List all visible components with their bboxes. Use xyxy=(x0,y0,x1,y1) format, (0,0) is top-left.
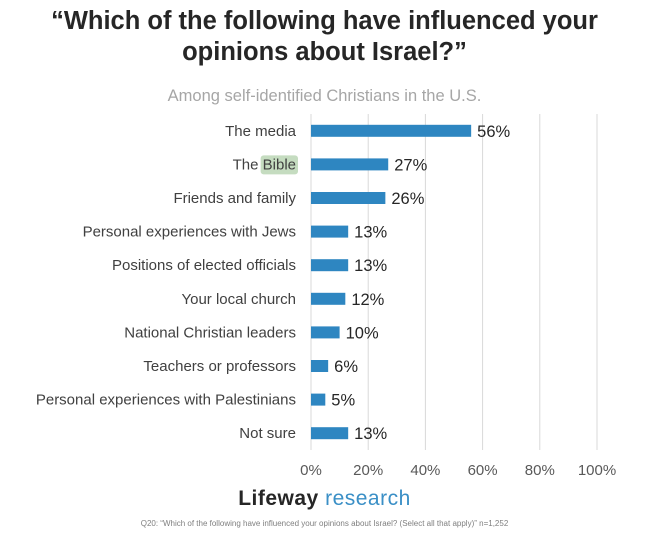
bar-value-label: 5% xyxy=(331,392,355,410)
bar xyxy=(311,192,386,204)
footnote: Q20: “Which of the following have influe… xyxy=(140,519,509,528)
bar xyxy=(311,259,349,272)
x-tick-label: 60% xyxy=(468,462,498,479)
x-tick-label: 80% xyxy=(525,462,555,479)
bar xyxy=(311,158,389,171)
category-label: Personal experiences with Jews xyxy=(83,224,296,241)
bar-value-label: 56% xyxy=(477,123,510,141)
bar-value-label: 26% xyxy=(391,190,424,208)
bar-value-label: 27% xyxy=(394,156,427,174)
x-tick-label: 40% xyxy=(410,462,440,479)
bar xyxy=(311,427,349,440)
lifeway-research-logo: Lifeway research xyxy=(0,487,649,511)
category-label: Friends and family xyxy=(173,190,296,207)
bar-value-label: 13% xyxy=(354,425,387,443)
x-tick-label: 20% xyxy=(353,462,383,479)
category-label: Not sure xyxy=(239,425,296,442)
x-tick-label: 100% xyxy=(578,462,616,479)
category-label: The media xyxy=(225,123,297,140)
category-label: Teachers or professors xyxy=(143,358,296,375)
bar xyxy=(311,124,472,137)
bar-chart: 56% The media 27% The Bible 26% Friends and f… xyxy=(36,114,616,479)
bar-value-label: 10% xyxy=(346,324,379,342)
logo-word-lifeway: Lifeway xyxy=(238,487,319,510)
x-tick-label: 0% xyxy=(300,462,322,479)
category-label: National Christian leaders xyxy=(124,324,296,341)
category-label: Your local church xyxy=(181,291,296,308)
category-label: Positions of elected officials xyxy=(112,257,296,274)
bar xyxy=(311,292,346,305)
bar xyxy=(311,225,349,238)
highlight-box xyxy=(260,155,298,175)
bar-value-label: 13% xyxy=(354,224,387,242)
bar xyxy=(311,360,329,372)
category-label: The Bible xyxy=(233,156,296,173)
category-label: Personal experiences with Palestinians xyxy=(36,392,296,409)
chart-title: “Which of the following have influenced … xyxy=(51,7,598,66)
bar-value-label: 12% xyxy=(351,291,384,309)
logo-word-research: research xyxy=(325,487,411,510)
chart-subtitle: Among self-identified Christians in the … xyxy=(167,87,482,105)
highlighted-word: Bible xyxy=(263,156,296,173)
bar xyxy=(311,326,340,339)
bar xyxy=(311,393,326,406)
bar-value-label: 6% xyxy=(334,358,358,376)
bar-value-label: 13% xyxy=(354,257,387,275)
